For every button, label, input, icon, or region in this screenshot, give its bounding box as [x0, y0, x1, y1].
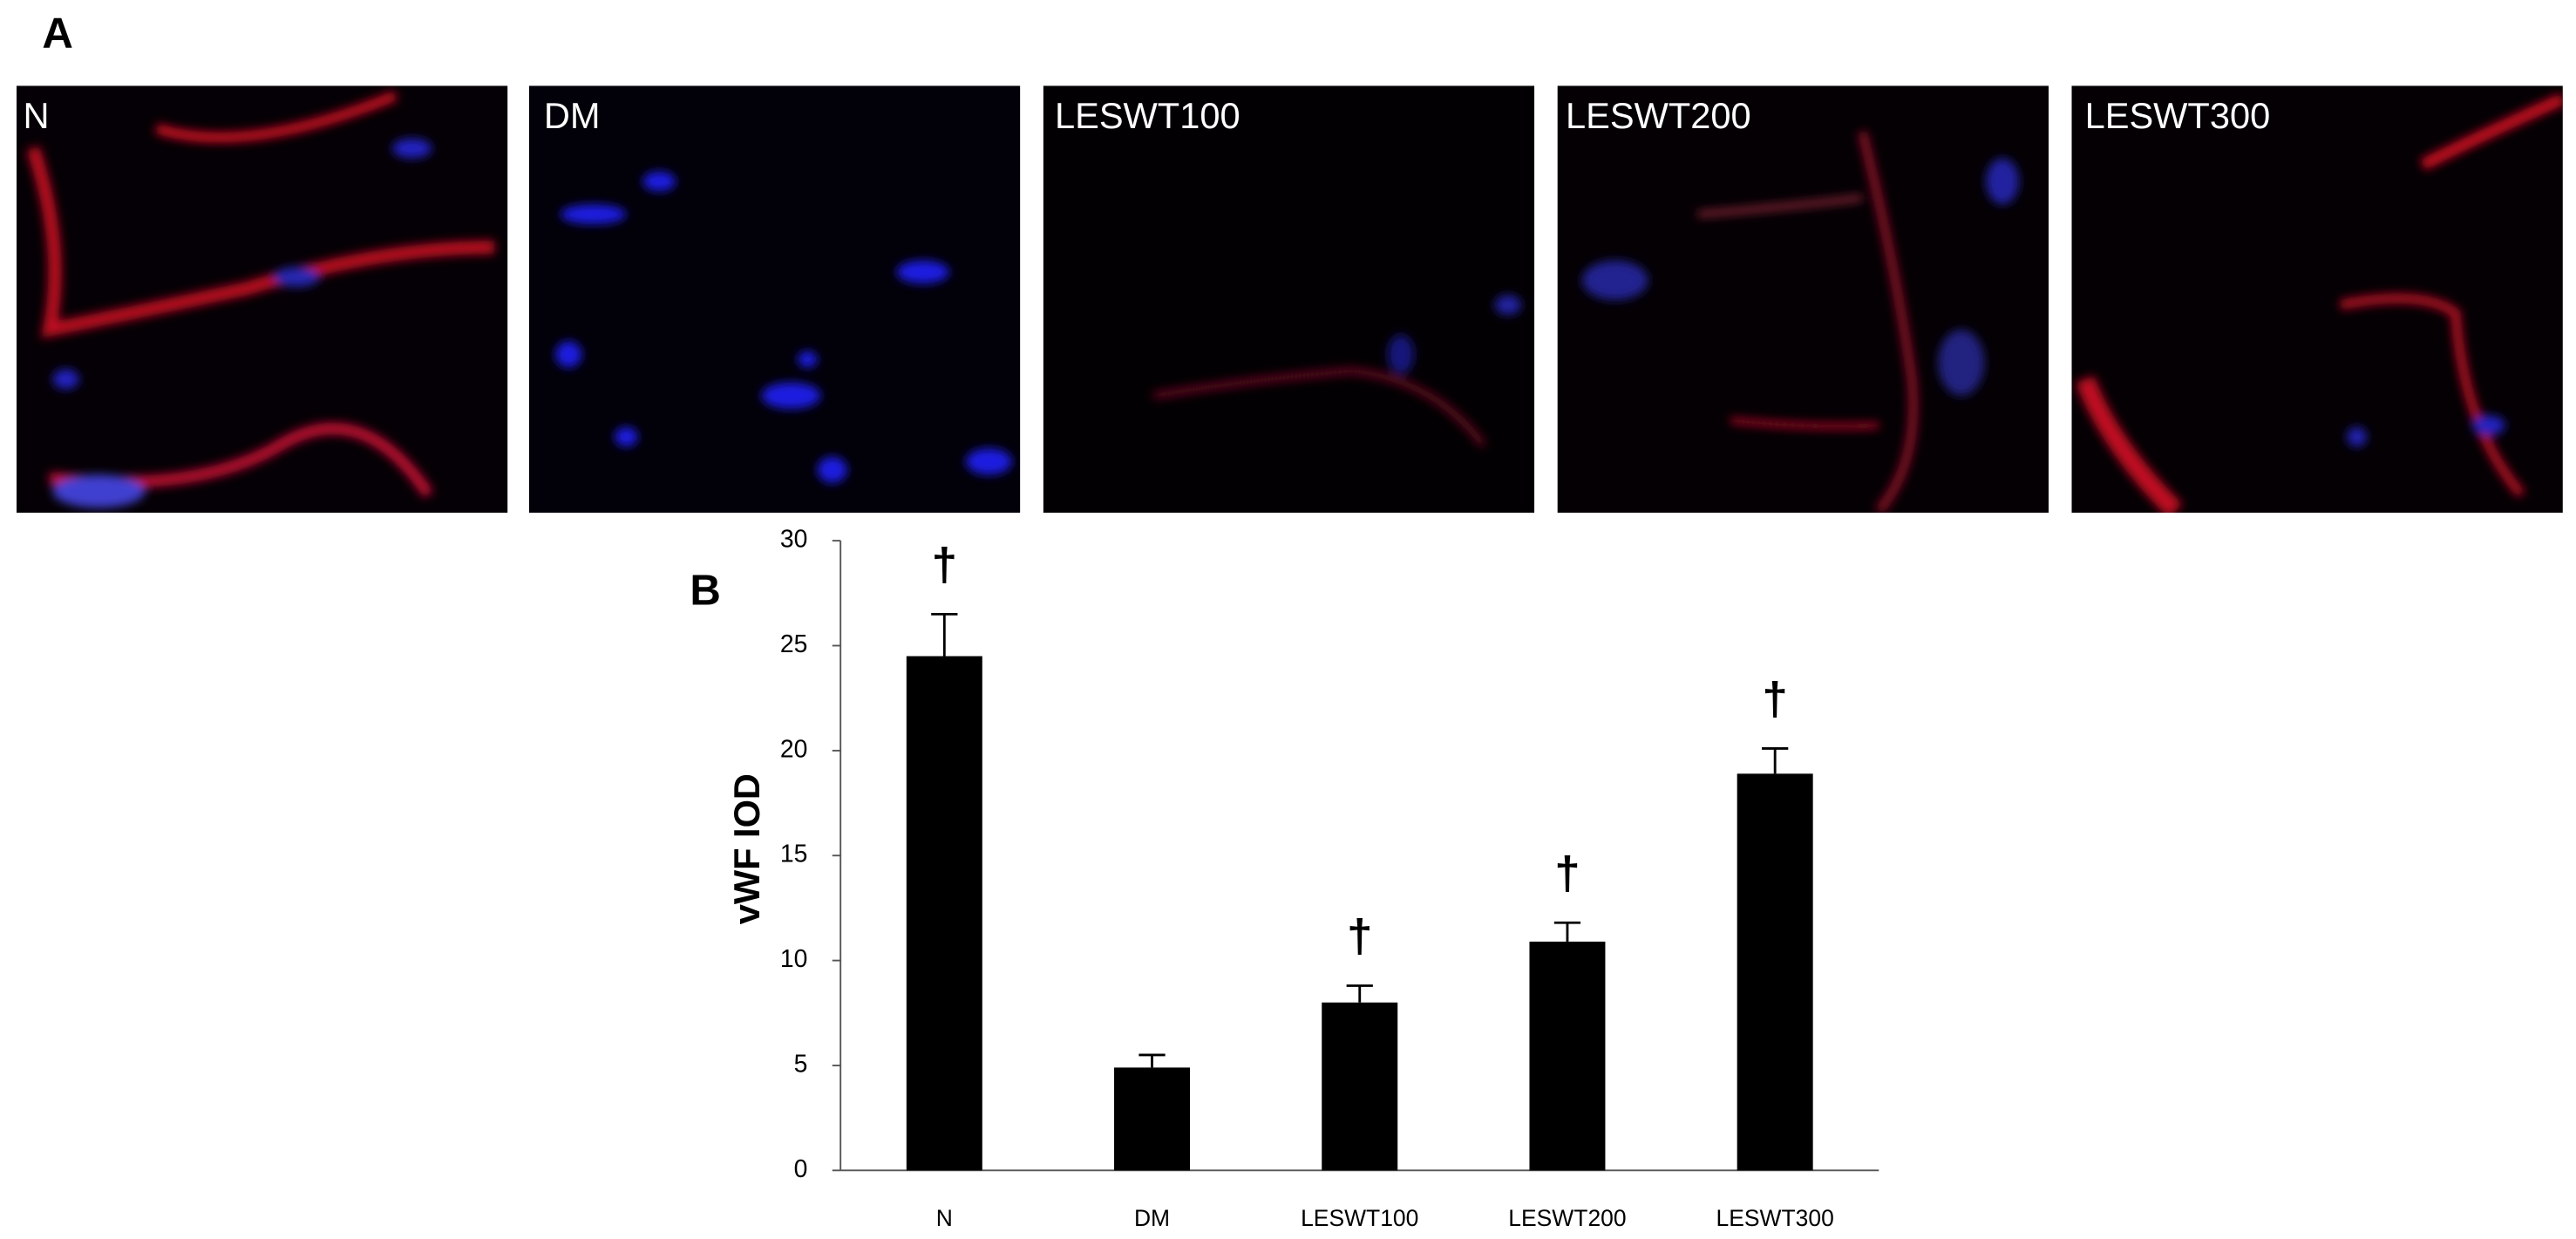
micrograph — [1043, 85, 1535, 513]
micrograph — [16, 85, 508, 513]
bar — [1529, 941, 1606, 1171]
significance-mark: † — [1554, 848, 1580, 899]
image-label: LESWT300 — [2085, 95, 2271, 136]
significance-mark: † — [1762, 674, 1787, 725]
micrograph — [2071, 85, 2563, 513]
y-tick-label: 15 — [780, 841, 808, 868]
micrograph — [528, 85, 1021, 513]
x-tick-label: LESWT100 — [1301, 1205, 1418, 1231]
y-tick-label: 20 — [780, 735, 808, 763]
x-tick-label: N — [936, 1205, 953, 1231]
image-label: DM — [544, 95, 601, 136]
y-tick-label: 25 — [780, 630, 808, 658]
y-tick-label: 0 — [794, 1155, 808, 1183]
significance-mark: † — [932, 539, 957, 590]
panel-label: B — [690, 568, 721, 615]
y-axis-label: vWF IOD — [726, 773, 767, 924]
y-tick-label: 30 — [780, 526, 808, 554]
image-label: LESWT200 — [1566, 95, 1751, 136]
x-tick-label: LESWT200 — [1508, 1205, 1626, 1231]
bar — [906, 656, 982, 1171]
x-tick-label: LESWT300 — [1716, 1205, 1834, 1231]
bar — [1737, 773, 1813, 1171]
image-label: LESWT100 — [1055, 95, 1240, 136]
y-tick-label: 5 — [794, 1050, 808, 1078]
significance-mark: † — [1347, 911, 1372, 963]
panel-label: A — [42, 10, 73, 58]
image-label: N — [23, 95, 49, 136]
bar — [1114, 1067, 1191, 1171]
bar — [1322, 1002, 1398, 1171]
micrograph — [1557, 85, 2049, 513]
x-tick-label: DM — [1134, 1205, 1170, 1231]
y-tick-label: 10 — [780, 945, 808, 973]
